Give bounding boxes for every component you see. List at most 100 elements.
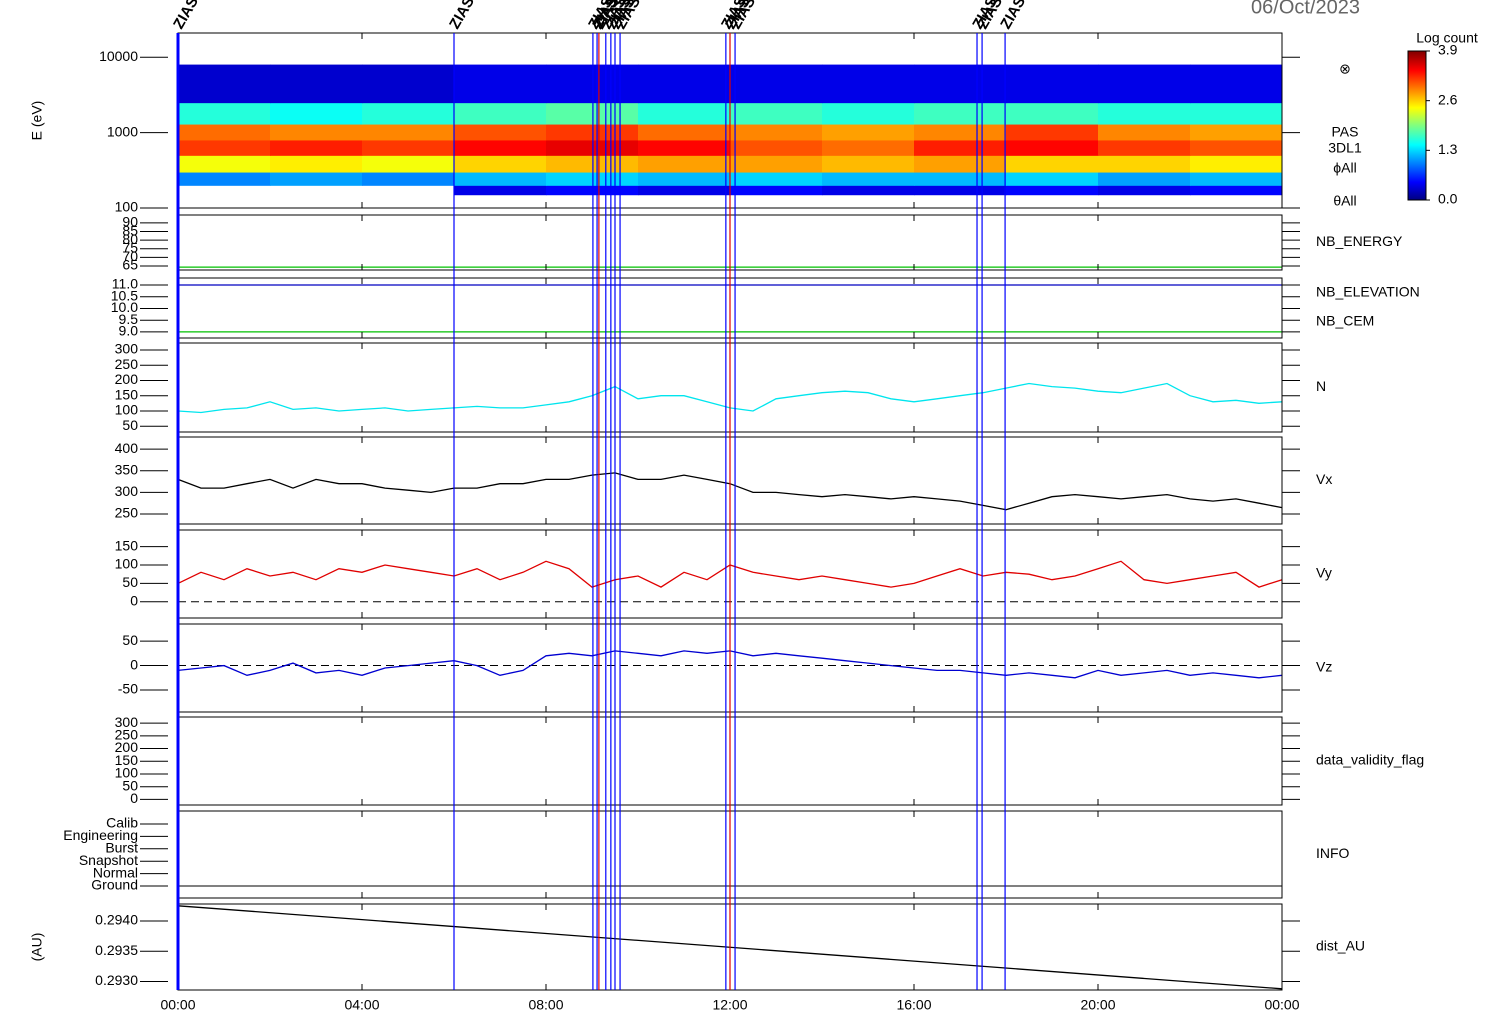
heat-cell bbox=[638, 102, 731, 125]
colorbar bbox=[1407, 50, 1427, 201]
heat-cell bbox=[914, 64, 1007, 104]
heat-cell bbox=[1190, 124, 1283, 141]
y-tick-label: 75 bbox=[122, 239, 138, 255]
heat-cell bbox=[638, 155, 731, 173]
heat-cell bbox=[1098, 64, 1191, 104]
heat-cell bbox=[822, 64, 915, 104]
heat-cell bbox=[178, 139, 271, 156]
y-tick-label: 300 bbox=[115, 714, 139, 730]
heat-cell bbox=[270, 172, 363, 186]
heat-cell bbox=[730, 102, 823, 125]
x-tick-label: 12:00 bbox=[712, 997, 747, 1013]
x-tick-label: 00:00 bbox=[160, 997, 195, 1013]
heat-cell bbox=[822, 124, 915, 141]
heat-cell bbox=[1190, 155, 1283, 173]
event-label: ZIAS bbox=[446, 0, 478, 32]
heat-cell bbox=[178, 102, 271, 125]
y-tick-label: 250 bbox=[115, 505, 139, 521]
y-tick-label: 0.2940 bbox=[95, 912, 138, 928]
heat-cell bbox=[1006, 155, 1099, 173]
y-tick-label: 150 bbox=[115, 386, 139, 402]
x-tick-label: 00:00 bbox=[1264, 997, 1299, 1013]
x-tick-label: 04:00 bbox=[344, 997, 379, 1013]
heat-cell bbox=[1098, 172, 1191, 186]
heat-cell bbox=[362, 155, 455, 173]
heat-cell bbox=[914, 124, 1007, 141]
colorbar-tick-label: 1.3 bbox=[1438, 141, 1458, 157]
heat-cell bbox=[1098, 139, 1191, 156]
heat-cell bbox=[178, 124, 271, 141]
y-tick-label: Snapshot bbox=[79, 852, 138, 868]
y-tick-label: 0.2930 bbox=[95, 972, 138, 988]
heat-cell bbox=[822, 102, 915, 125]
x-tick-label: 16:00 bbox=[896, 997, 931, 1013]
y-tick-label: 150 bbox=[115, 752, 139, 768]
heat-cell bbox=[1006, 185, 1099, 196]
y-tick-label: 250 bbox=[115, 356, 139, 372]
heat-cell bbox=[270, 155, 363, 173]
heat-cell bbox=[822, 185, 915, 196]
heat-cell bbox=[1006, 124, 1099, 141]
heat-cell bbox=[362, 64, 455, 104]
y-tick-label: 10.0 bbox=[111, 299, 138, 315]
y-tick-label: 9.0 bbox=[119, 323, 139, 339]
heat-cell bbox=[454, 185, 547, 196]
legend-label: Vx bbox=[1316, 471, 1332, 487]
heat-cell bbox=[546, 155, 639, 173]
y-tick-label: 300 bbox=[115, 341, 139, 357]
heat-cell bbox=[914, 155, 1007, 173]
y-tick-label: Burst bbox=[105, 840, 138, 856]
heat-cell bbox=[454, 139, 547, 156]
heat-cell bbox=[454, 155, 547, 173]
y-tick-label: 10.5 bbox=[111, 287, 138, 303]
y-tick-label: 11.0 bbox=[112, 276, 138, 292]
heat-cell bbox=[1190, 64, 1283, 104]
y-tick-label: 10000 bbox=[99, 48, 138, 64]
y-tick-label: 100 bbox=[115, 556, 139, 572]
colorbar-title: Log count bbox=[1416, 30, 1478, 46]
heat-cell bbox=[178, 172, 271, 186]
heat-cell bbox=[270, 64, 363, 104]
legend-label: dist_AU bbox=[1316, 938, 1365, 954]
y-tick-label: 1000 bbox=[107, 123, 138, 139]
heat-cell bbox=[454, 124, 547, 141]
y-tick-label: 50 bbox=[122, 417, 138, 433]
heat-cell bbox=[730, 185, 823, 196]
date: 06/Oct/2023 bbox=[1251, 0, 1360, 18]
y-tick-label: 100 bbox=[115, 199, 139, 215]
y-tick-label: 100 bbox=[115, 765, 139, 781]
heat-cell bbox=[1190, 172, 1283, 186]
heat-cell bbox=[546, 139, 639, 156]
heat-cell bbox=[1006, 64, 1099, 104]
panel-label: data_validity_flag bbox=[1316, 752, 1424, 768]
heat-cell bbox=[546, 64, 639, 104]
y-tick-label: 0.2935 bbox=[95, 942, 138, 958]
heat-cell bbox=[1190, 185, 1283, 196]
y-tick-label: 250 bbox=[115, 727, 139, 743]
heat-cell bbox=[730, 64, 823, 104]
annotation: ϕAll bbox=[1333, 160, 1356, 176]
annotation: 3DL1 bbox=[1328, 140, 1362, 156]
y-tick-label: 85 bbox=[122, 222, 138, 238]
heat-cell bbox=[822, 172, 915, 186]
heat-cell bbox=[914, 102, 1007, 125]
y-tick-label: Calib bbox=[106, 815, 138, 831]
x-tick-label: 20:00 bbox=[1080, 997, 1115, 1013]
heat-cell bbox=[730, 172, 823, 186]
heat-cell bbox=[638, 185, 731, 196]
y-tick-label: 70 bbox=[122, 248, 138, 264]
annotation: PAS bbox=[1332, 124, 1359, 140]
heat-cell bbox=[270, 124, 363, 141]
heat-cell bbox=[638, 64, 731, 104]
heat-cell bbox=[546, 185, 639, 196]
heat-cell bbox=[362, 139, 455, 156]
heat-cell bbox=[1190, 102, 1283, 125]
heat-cell bbox=[914, 172, 1007, 186]
y-tick-label: 150 bbox=[115, 537, 139, 553]
y-tick-label: 50 bbox=[122, 574, 138, 590]
heat-cell bbox=[270, 102, 363, 125]
y-tick-label: 0 bbox=[130, 656, 138, 672]
heat-cell bbox=[1098, 155, 1191, 173]
y-tick-label: 9.5 bbox=[119, 311, 139, 327]
